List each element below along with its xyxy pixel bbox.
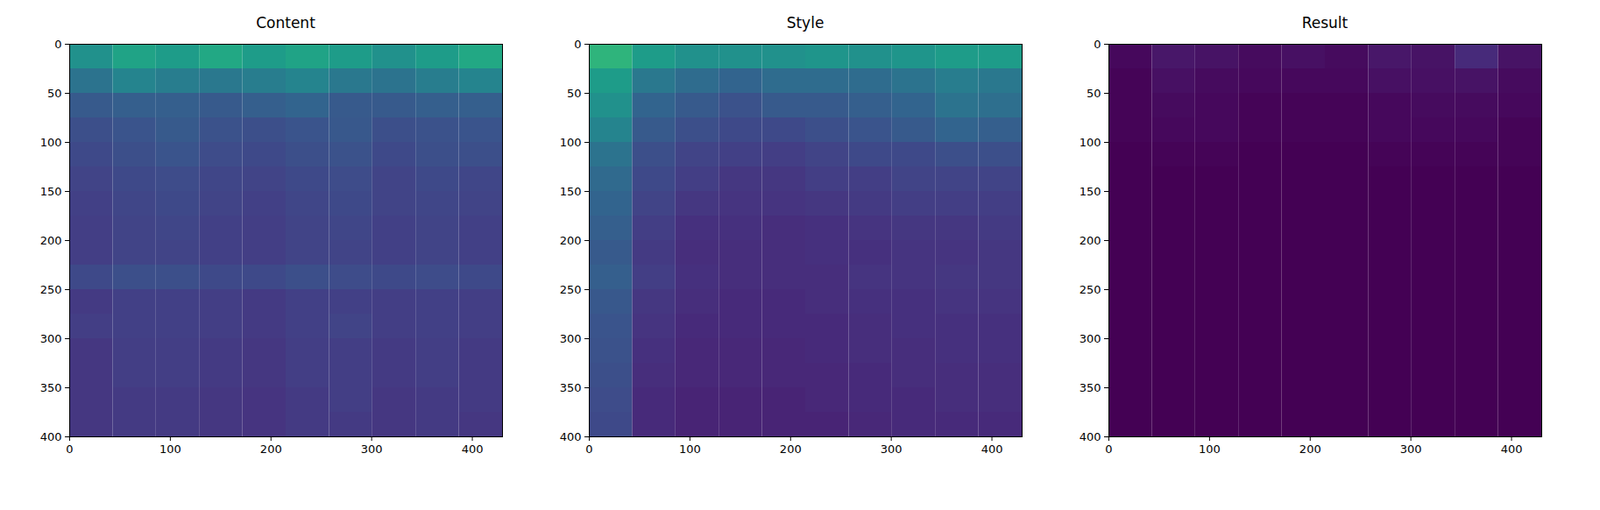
svg-text:100: 100 <box>1079 135 1102 149</box>
html-text:Style: Style <box>786 14 824 32</box>
svg-text:300: 300 <box>361 442 383 456</box>
svg-text:150: 150 <box>40 184 63 199</box>
svg-text:50: 50 <box>1086 86 1102 100</box>
svg-text:250: 250 <box>559 283 582 297</box>
svg-text:50: 50 <box>47 86 63 100</box>
svg-text:200: 200 <box>1299 442 1322 456</box>
svg-text:0: 0 <box>573 37 581 51</box>
svg-text:0: 0 <box>54 37 62 51</box>
svg-text:400: 400 <box>1079 430 1102 444</box>
svg-text:0: 0 <box>1104 442 1112 456</box>
svg-text:0: 0 <box>585 442 593 456</box>
svg-text:50: 50 <box>566 86 582 100</box>
svg-text:400: 400 <box>461 442 484 456</box>
svg-text:350: 350 <box>559 381 582 395</box>
svg-text:300: 300 <box>1079 332 1102 346</box>
svg-text:350: 350 <box>40 381 63 395</box>
svg-text:0: 0 <box>65 442 73 456</box>
html-text:Content: Content <box>256 14 316 32</box>
svg-text:300: 300 <box>880 442 903 456</box>
svg-text:150: 150 <box>1079 184 1102 199</box>
svg-text:100: 100 <box>1198 442 1221 456</box>
svg-text:200: 200 <box>559 233 582 248</box>
svg-text:200: 200 <box>40 233 63 248</box>
svg-text:100: 100 <box>679 442 701 456</box>
svg-text:400: 400 <box>1500 442 1523 456</box>
svg-text:300: 300 <box>559 332 582 346</box>
svg-text:150: 150 <box>559 184 582 199</box>
svg-text:300: 300 <box>40 332 63 346</box>
svg-text:200: 200 <box>260 442 283 456</box>
svg-text:350: 350 <box>1079 381 1102 395</box>
svg-text:100: 100 <box>159 442 182 456</box>
svg-text:100: 100 <box>40 135 63 149</box>
svg-text:250: 250 <box>1079 283 1102 297</box>
svg-text:250: 250 <box>40 283 63 297</box>
svg-text:400: 400 <box>40 430 63 444</box>
svg-text:400: 400 <box>559 430 582 444</box>
svg-text:400: 400 <box>981 442 1004 456</box>
svg-text:100: 100 <box>559 135 582 149</box>
svg-text:300: 300 <box>1400 442 1423 456</box>
svg-text:200: 200 <box>779 442 802 456</box>
html-text:Result: Result <box>1301 14 1348 32</box>
svg-text:200: 200 <box>1079 233 1102 248</box>
svg-text:0: 0 <box>1093 37 1101 51</box>
